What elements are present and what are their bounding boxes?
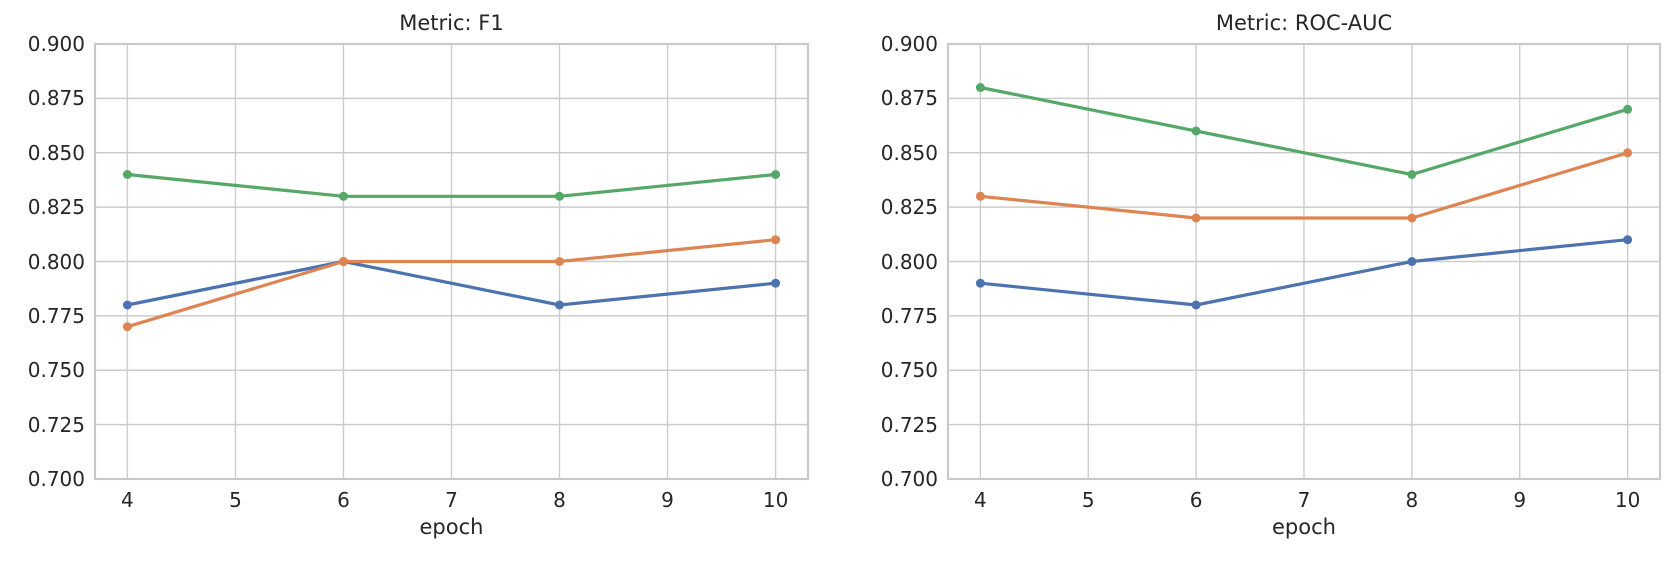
data-point-green — [975, 83, 985, 92]
y-tick-label: 0.750 — [880, 358, 938, 383]
data-point-orange — [339, 257, 348, 266]
x-axis-label: epoch — [419, 515, 484, 539]
x-tick-label: 5 — [229, 488, 242, 512]
y-tick-label: 0.850 — [880, 140, 938, 165]
data-point-blue — [975, 278, 985, 288]
data-point-blue — [122, 300, 132, 310]
data-point-blue — [1623, 235, 1633, 245]
y-tick-label: 0.875 — [27, 86, 85, 111]
series-line-green — [125, 172, 778, 198]
data-point-green — [339, 191, 348, 201]
data-point-blue — [1191, 300, 1201, 310]
y-tick-label: 0.700 — [27, 467, 85, 491]
y-tick-label: 0.800 — [880, 249, 938, 274]
data-point-orange — [1407, 213, 1417, 223]
x-tick-label: 10 — [762, 488, 789, 512]
y-tick-label: 0.825 — [880, 195, 938, 220]
y-tick-label: 0.900 — [27, 32, 85, 56]
data-point-green — [771, 170, 781, 179]
x-tick-label: 6 — [337, 488, 350, 512]
axes-spines — [93, 42, 810, 481]
x-tick-label: 5 — [1081, 488, 1095, 512]
x-tick-label: 4 — [973, 488, 987, 512]
x-tick-label: 4 — [121, 488, 134, 512]
data-point-orange — [975, 191, 985, 201]
chart-title-f1: Metric: F1 — [399, 11, 504, 35]
data-point-green — [1407, 170, 1417, 179]
data-point-green — [1623, 104, 1633, 114]
data-point-orange — [122, 322, 132, 332]
series-line-orange — [978, 151, 1630, 220]
data-point-orange — [555, 257, 564, 266]
x-tick-label: 9 — [661, 488, 674, 512]
y-tick-label: 0.725 — [27, 412, 85, 437]
x-tick-label: 6 — [1189, 488, 1203, 512]
chart-title-roc-auc: Metric: ROC-AUC — [1215, 11, 1393, 35]
data-point-orange — [1191, 213, 1201, 223]
x-axis-label: epoch — [1272, 515, 1336, 539]
axes-spines — [946, 42, 1662, 481]
x-tick-label: 7 — [445, 488, 458, 512]
y-tick-label: 0.900 — [880, 32, 938, 56]
data-point-blue — [555, 300, 564, 310]
x-tick-label: 8 — [1405, 488, 1419, 512]
y-tick-label: 0.700 — [880, 467, 938, 491]
data-point-green — [122, 170, 132, 179]
y-tick-label: 0.750 — [27, 358, 85, 383]
data-point-green — [555, 191, 564, 201]
x-tick-label: 10 — [1614, 488, 1641, 512]
y-tick-label: 0.775 — [880, 303, 938, 328]
series-line-orange — [125, 238, 778, 329]
y-tick-label: 0.875 — [880, 86, 938, 111]
series-line-green — [978, 85, 1630, 177]
y-tick-label: 0.775 — [27, 303, 85, 328]
x-tick-label: 8 — [553, 488, 566, 512]
y-tick-label: 0.825 — [27, 195, 85, 220]
data-point-green — [1191, 126, 1201, 136]
series-line-blue — [978, 238, 1630, 307]
data-point-blue — [771, 278, 781, 288]
series-line-blue — [125, 259, 778, 307]
x-tick-label: 9 — [1513, 488, 1527, 512]
y-tick-label: 0.725 — [880, 412, 938, 437]
y-tick-label: 0.850 — [27, 140, 85, 165]
data-point-orange — [1623, 148, 1633, 158]
data-point-orange — [771, 235, 781, 245]
data-point-blue — [1407, 257, 1417, 266]
y-tick-label: 0.800 — [27, 249, 85, 274]
x-tick-label: 7 — [1297, 488, 1311, 512]
